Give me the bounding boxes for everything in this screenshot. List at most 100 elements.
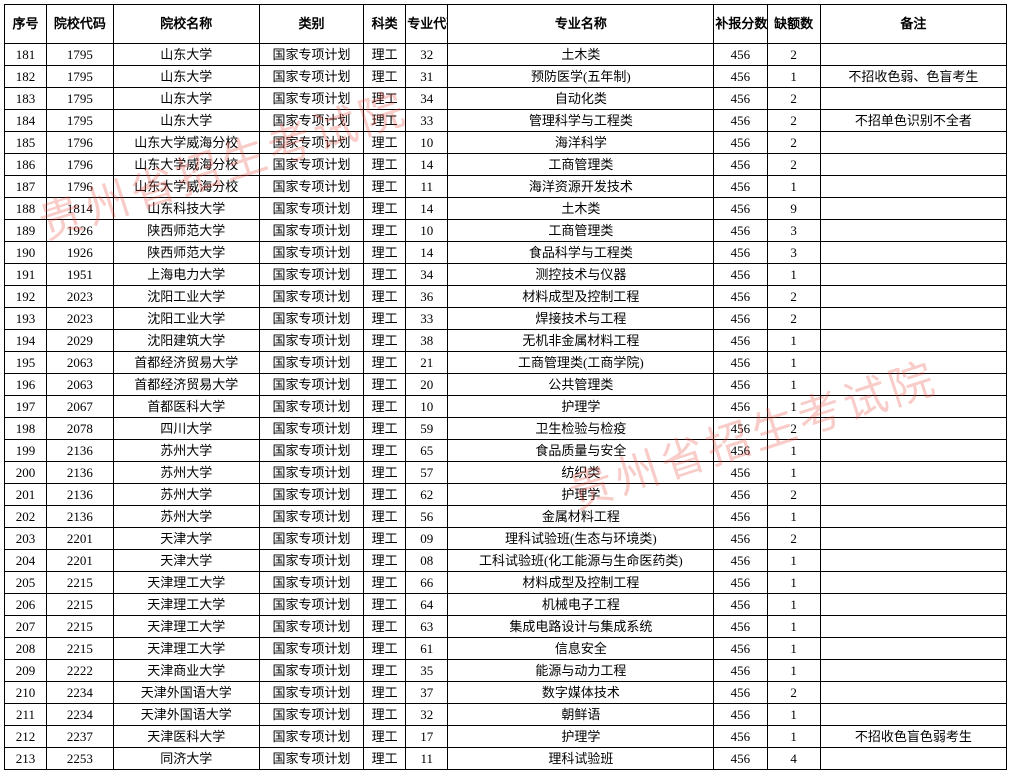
cell: 焊接技术与工程 xyxy=(448,308,714,330)
cell xyxy=(820,506,1006,528)
cell: 2 xyxy=(767,132,820,154)
cell: 1796 xyxy=(47,176,114,198)
cell: 1795 xyxy=(47,88,114,110)
cell: 材料成型及控制工程 xyxy=(448,286,714,308)
cell: 1 xyxy=(767,440,820,462)
col-header-4: 科类 xyxy=(364,5,406,44)
cell: 1951 xyxy=(47,264,114,286)
cell: 理工 xyxy=(364,44,406,66)
cell: 国家专项计划 xyxy=(259,682,363,704)
cell: 苏州大学 xyxy=(113,440,259,462)
cell: 四川大学 xyxy=(113,418,259,440)
cell: 国家专项计划 xyxy=(259,440,363,462)
cell: 456 xyxy=(714,726,767,748)
cell: 2 xyxy=(767,484,820,506)
cell: 2023 xyxy=(47,286,114,308)
cell: 456 xyxy=(714,154,767,176)
cell: 456 xyxy=(714,132,767,154)
cell: 无机非金属材料工程 xyxy=(448,330,714,352)
cell: 沈阳工业大学 xyxy=(113,286,259,308)
cell: 1926 xyxy=(47,220,114,242)
cell: 4 xyxy=(767,748,820,770)
table-row: 2062215天津理工大学国家专项计划理工64机械电子工程4561 xyxy=(5,594,1007,616)
cell: 456 xyxy=(714,506,767,528)
cell: 3 xyxy=(767,220,820,242)
cell: 456 xyxy=(714,550,767,572)
cell: 1796 xyxy=(47,154,114,176)
col-header-3: 类别 xyxy=(259,5,363,44)
cell: 210 xyxy=(5,682,47,704)
table-row: 2032201天津大学国家专项计划理工09理科试验班(生态与环境类)4562 xyxy=(5,528,1007,550)
cell: 64 xyxy=(406,594,448,616)
cell xyxy=(820,88,1006,110)
cell: 能源与动力工程 xyxy=(448,660,714,682)
cell: 测控技术与仪器 xyxy=(448,264,714,286)
cell: 理工 xyxy=(364,330,406,352)
cell xyxy=(820,396,1006,418)
cell: 理工 xyxy=(364,462,406,484)
cell: 10 xyxy=(406,396,448,418)
cell: 204 xyxy=(5,550,47,572)
cell: 天津理工大学 xyxy=(113,572,259,594)
cell: 14 xyxy=(406,198,448,220)
cell: 456 xyxy=(714,308,767,330)
cell: 456 xyxy=(714,682,767,704)
cell: 1795 xyxy=(47,66,114,88)
cell: 201 xyxy=(5,484,47,506)
table-row: 1851796山东大学威海分校国家专项计划理工10海洋科学4562 xyxy=(5,132,1007,154)
table-body: 1811795山东大学国家专项计划理工32土木类45621821795山东大学国… xyxy=(5,44,1007,770)
cell: 天津理工大学 xyxy=(113,594,259,616)
cell: 456 xyxy=(714,44,767,66)
table-row: 1942029沈阳建筑大学国家专项计划理工38无机非金属材料工程4561 xyxy=(5,330,1007,352)
table-row: 2052215天津理工大学国家专项计划理工66材料成型及控制工程4561 xyxy=(5,572,1007,594)
cell: 不招单色识别不全者 xyxy=(820,110,1006,132)
cell: 国家专项计划 xyxy=(259,330,363,352)
cell: 456 xyxy=(714,374,767,396)
cell: 工商管理类 xyxy=(448,220,714,242)
cell: 9 xyxy=(767,198,820,220)
cell: 14 xyxy=(406,154,448,176)
cell: 1 xyxy=(767,66,820,88)
cell: 理工 xyxy=(364,550,406,572)
cell: 211 xyxy=(5,704,47,726)
cell: 自动化类 xyxy=(448,88,714,110)
cell: 456 xyxy=(714,110,767,132)
cell: 理工 xyxy=(364,704,406,726)
cell xyxy=(820,132,1006,154)
table-row: 1992136苏州大学国家专项计划理工65食品质量与安全4561 xyxy=(5,440,1007,462)
cell xyxy=(820,264,1006,286)
cell xyxy=(820,176,1006,198)
table-row: 1861796山东大学威海分校国家专项计划理工14工商管理类4562 xyxy=(5,154,1007,176)
cell: 国家专项计划 xyxy=(259,638,363,660)
cell: 1795 xyxy=(47,110,114,132)
cell: 2201 xyxy=(47,528,114,550)
cell: 456 xyxy=(714,484,767,506)
cell: 山东大学威海分校 xyxy=(113,154,259,176)
cell: 197 xyxy=(5,396,47,418)
cell: 土木类 xyxy=(448,198,714,220)
table-row: 1841795山东大学国家专项计划理工33管理科学与工程类4562不招单色识别不… xyxy=(5,110,1007,132)
cell: 1 xyxy=(767,506,820,528)
cell: 193 xyxy=(5,308,47,330)
cell: 理工 xyxy=(364,242,406,264)
cell: 184 xyxy=(5,110,47,132)
cell: 10 xyxy=(406,220,448,242)
cell xyxy=(820,352,1006,374)
cell: 2 xyxy=(767,88,820,110)
cell: 山东大学 xyxy=(113,66,259,88)
cell xyxy=(820,462,1006,484)
cell: 195 xyxy=(5,352,47,374)
cell: 213 xyxy=(5,748,47,770)
cell: 信息安全 xyxy=(448,638,714,660)
cell: 国家专项计划 xyxy=(259,154,363,176)
cell: 1 xyxy=(767,638,820,660)
cell: 456 xyxy=(714,66,767,88)
cell: 1 xyxy=(767,396,820,418)
cell: 456 xyxy=(714,88,767,110)
cell: 护理学 xyxy=(448,484,714,506)
cell: 天津大学 xyxy=(113,528,259,550)
cell: 20 xyxy=(406,374,448,396)
cell xyxy=(820,308,1006,330)
cell: 理工 xyxy=(364,220,406,242)
cell: 理科试验班 xyxy=(448,748,714,770)
